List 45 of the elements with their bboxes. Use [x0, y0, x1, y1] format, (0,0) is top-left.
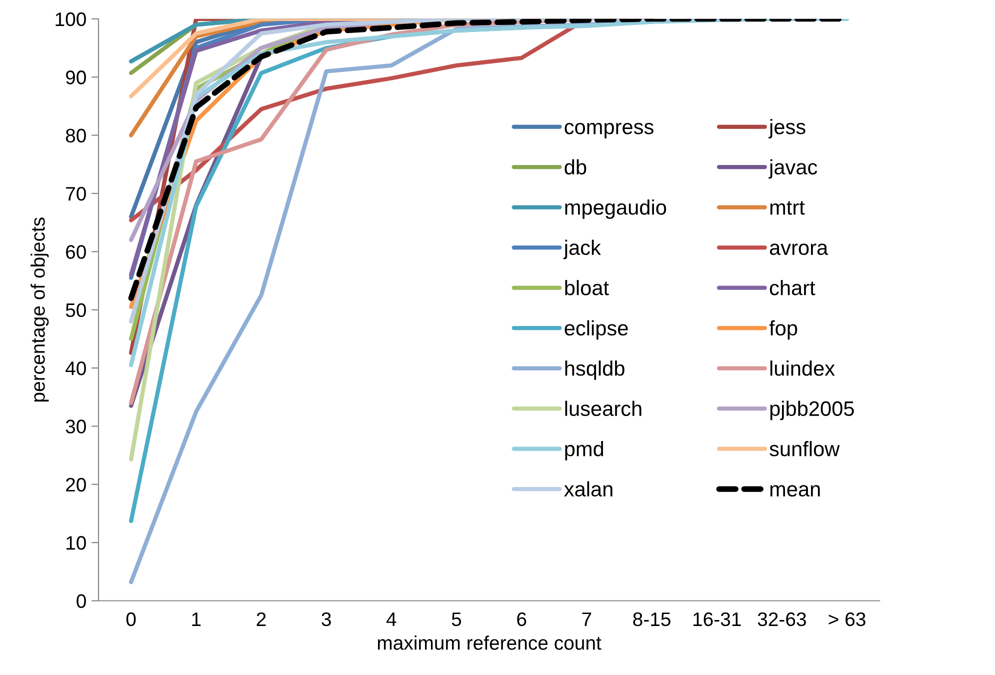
x-tick-label: 6: [517, 612, 526, 626]
legend-label: hsqldb: [565, 360, 624, 380]
x-tick-label: 1: [192, 612, 201, 626]
legend-label: bloat: [565, 280, 609, 296]
legend-label: mtrt: [770, 201, 805, 215]
x-tick-label: 3: [322, 612, 331, 626]
legend-label: xalan: [564, 481, 612, 497]
y-tick-label: 0: [76, 594, 86, 608]
legend-label: chart: [770, 280, 816, 296]
x-tick-label: 4: [386, 612, 396, 626]
legend-label: avrora: [770, 244, 828, 256]
legend-label: eclipse: [564, 320, 628, 340]
legend-label: pmd: [565, 441, 604, 460]
x-tick-label: 5: [452, 612, 462, 626]
legend-label: mean: [770, 485, 820, 497]
x-tick-label: 16-31: [693, 612, 741, 626]
legend-label: javac: [768, 159, 818, 179]
y-tick-label: 10: [66, 536, 86, 550]
y-tick-label: 80: [66, 128, 86, 143]
legend-label: fop: [769, 320, 798, 340]
x-tick-label: 32-63: [758, 612, 806, 626]
x-tick-label: 8-15: [633, 612, 670, 626]
y-tick-label: 90: [66, 70, 86, 84]
legend-label: jack: [563, 240, 601, 260]
y-tick-label: 100: [56, 12, 86, 26]
legend-label: pjbb2005: [770, 400, 854, 420]
legend-label: luindex: [770, 360, 835, 376]
y-tick-label: 50: [66, 303, 86, 318]
legend-label: compress: [564, 122, 654, 138]
y-tick-label: 60: [66, 245, 86, 259]
y-tick-label: 30: [66, 420, 86, 434]
legend-label: jess: [768, 118, 806, 138]
x-axis-title: maximum reference count: [378, 636, 602, 650]
legend-label: sunflow: [770, 441, 840, 456]
x-tick-label: > 63: [828, 612, 866, 626]
y-tick-label: 20: [66, 478, 86, 492]
x-tick-label: 7: [582, 612, 592, 626]
y-tick-label: 70: [66, 186, 86, 201]
legend-label: db: [564, 159, 586, 175]
legend-label: lusearch: [565, 400, 642, 416]
x-tick-label: 2: [256, 612, 266, 626]
y-tick-label: 40: [66, 361, 86, 376]
legend-label: mpegaudio: [565, 199, 666, 219]
x-tick-label: 0: [126, 612, 136, 626]
y-axis-title: percentage of objects: [30, 218, 49, 402]
